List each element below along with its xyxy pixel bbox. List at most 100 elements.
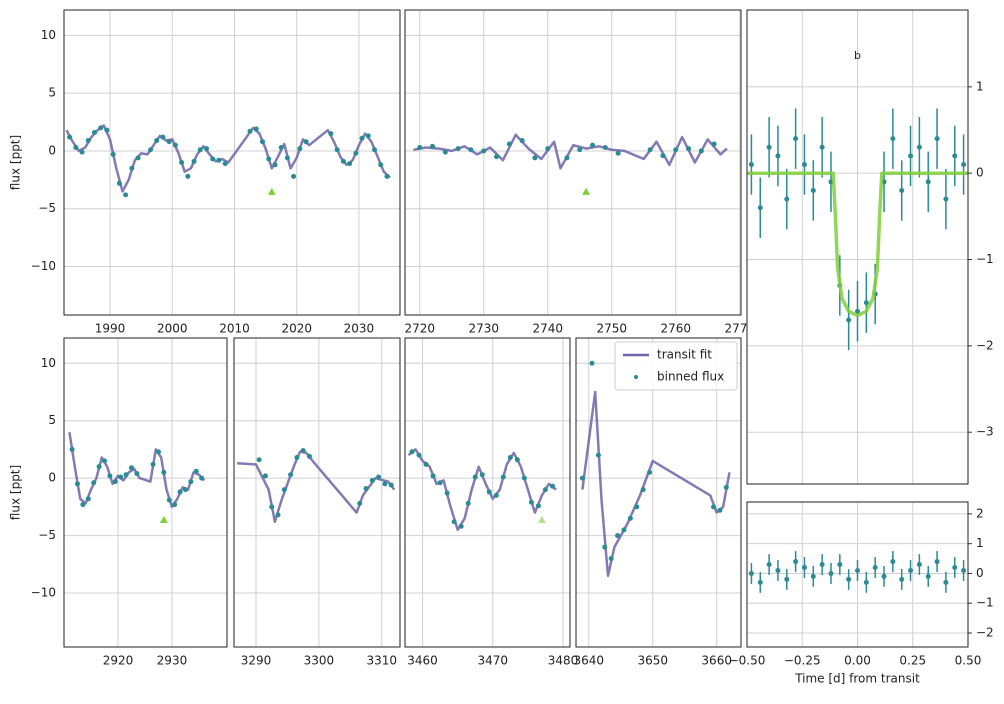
panel: −0.50 −0.25 0.00 0.25 0.50 −2 −1 0 1 2 Time [d] fr… xyxy=(729,501,994,686)
binned-point xyxy=(872,565,878,571)
annotation: b xyxy=(854,49,861,62)
x-tick-label: 2000 xyxy=(157,322,188,336)
binned-point xyxy=(110,151,116,157)
binned-point xyxy=(294,454,300,460)
binned-point xyxy=(810,573,816,579)
binned-point xyxy=(542,487,548,493)
y-tick-label: 0 xyxy=(976,566,984,580)
binned-point xyxy=(961,567,967,573)
binned-point xyxy=(347,161,353,167)
binned-point xyxy=(129,165,135,171)
binned-point xyxy=(371,147,377,153)
binned-point xyxy=(359,135,365,141)
binned-point xyxy=(514,457,520,463)
binned-point xyxy=(748,570,754,576)
binned-point xyxy=(369,477,375,483)
panel-frame xyxy=(63,337,228,648)
binned-point xyxy=(266,156,272,162)
panel: −3 −2 −1 0 1 b xyxy=(746,9,994,485)
binned-point xyxy=(191,158,197,164)
binned-point xyxy=(291,173,297,179)
binned-point xyxy=(182,487,188,493)
x-tick-label: 2030 xyxy=(344,322,375,336)
binned-point xyxy=(179,160,185,165)
y-tick-label: −5 xyxy=(38,528,56,542)
x-tick-label: 3470 xyxy=(477,654,508,668)
transit-marker xyxy=(582,187,591,195)
binned-point xyxy=(172,502,178,508)
binned-point xyxy=(253,126,259,132)
binned-point xyxy=(748,162,754,168)
x-tick-label: −0.25 xyxy=(784,654,821,668)
y-tick-label: 5 xyxy=(48,86,56,100)
transit-marker xyxy=(159,515,168,523)
binned-point xyxy=(177,489,183,495)
panel-frame xyxy=(233,337,401,648)
binned-point xyxy=(160,134,166,140)
binned-point xyxy=(899,576,905,582)
y-tick-label: −10 xyxy=(31,586,56,600)
x-tick-label: 3310 xyxy=(366,654,397,668)
binned-point xyxy=(863,579,869,585)
binned-point xyxy=(288,472,294,478)
x-tick-label: 3460 xyxy=(407,654,438,668)
legend-label: transit fit xyxy=(657,348,712,362)
y-tick-label: 2 xyxy=(976,506,984,520)
binned-point xyxy=(85,496,91,502)
binned-point xyxy=(98,125,104,131)
y-tick-label: 1 xyxy=(976,79,984,93)
binned-point xyxy=(199,475,205,481)
legend-dot xyxy=(634,375,638,379)
binned-point xyxy=(855,308,860,314)
binned-point xyxy=(451,519,457,525)
binned-point xyxy=(775,153,781,159)
binned-point xyxy=(723,484,729,490)
binned-point xyxy=(416,452,422,458)
binned-point xyxy=(216,157,222,163)
binned-point xyxy=(640,487,646,493)
binned-point xyxy=(382,481,388,487)
binned-point xyxy=(104,127,110,133)
binned-point xyxy=(846,317,852,323)
binned-point xyxy=(197,147,203,153)
binned-point xyxy=(85,138,91,144)
panel-frame xyxy=(63,9,401,316)
binned-point xyxy=(621,527,627,533)
binned-point xyxy=(757,205,763,211)
binned-point xyxy=(210,156,216,162)
binned-point xyxy=(881,573,887,579)
panel-background xyxy=(64,338,227,647)
binned-point xyxy=(925,573,931,579)
binned-point xyxy=(952,565,958,571)
binned-point xyxy=(925,179,931,185)
binned-point xyxy=(486,489,492,495)
fit-line xyxy=(747,171,968,318)
panel-frame xyxy=(746,9,969,485)
binned-point xyxy=(717,507,723,513)
binned-point xyxy=(306,453,312,459)
binned-point xyxy=(303,139,309,145)
binned-point xyxy=(863,300,869,306)
panel-background xyxy=(405,10,741,315)
binned-point xyxy=(123,472,129,478)
plot-area xyxy=(64,10,400,315)
binned-point xyxy=(711,141,717,147)
binned-point xyxy=(757,579,763,585)
binned-point xyxy=(615,533,621,539)
binned-point xyxy=(193,468,199,474)
x-tick-label: 3480 xyxy=(548,654,579,668)
y-tick-label: 10 xyxy=(41,356,56,370)
binned-point xyxy=(300,448,306,454)
binned-point xyxy=(673,147,679,153)
binned-point xyxy=(188,479,194,485)
y-tick-label: −1 xyxy=(976,252,994,266)
binned-point xyxy=(297,146,303,152)
binned-point xyxy=(442,149,448,155)
binned-point xyxy=(602,144,608,150)
y-tick-label: −5 xyxy=(38,201,56,215)
binned-point xyxy=(602,544,608,550)
x-tick-label: −0.50 xyxy=(729,654,766,668)
binned-point xyxy=(154,138,160,144)
binned-point xyxy=(647,147,653,153)
